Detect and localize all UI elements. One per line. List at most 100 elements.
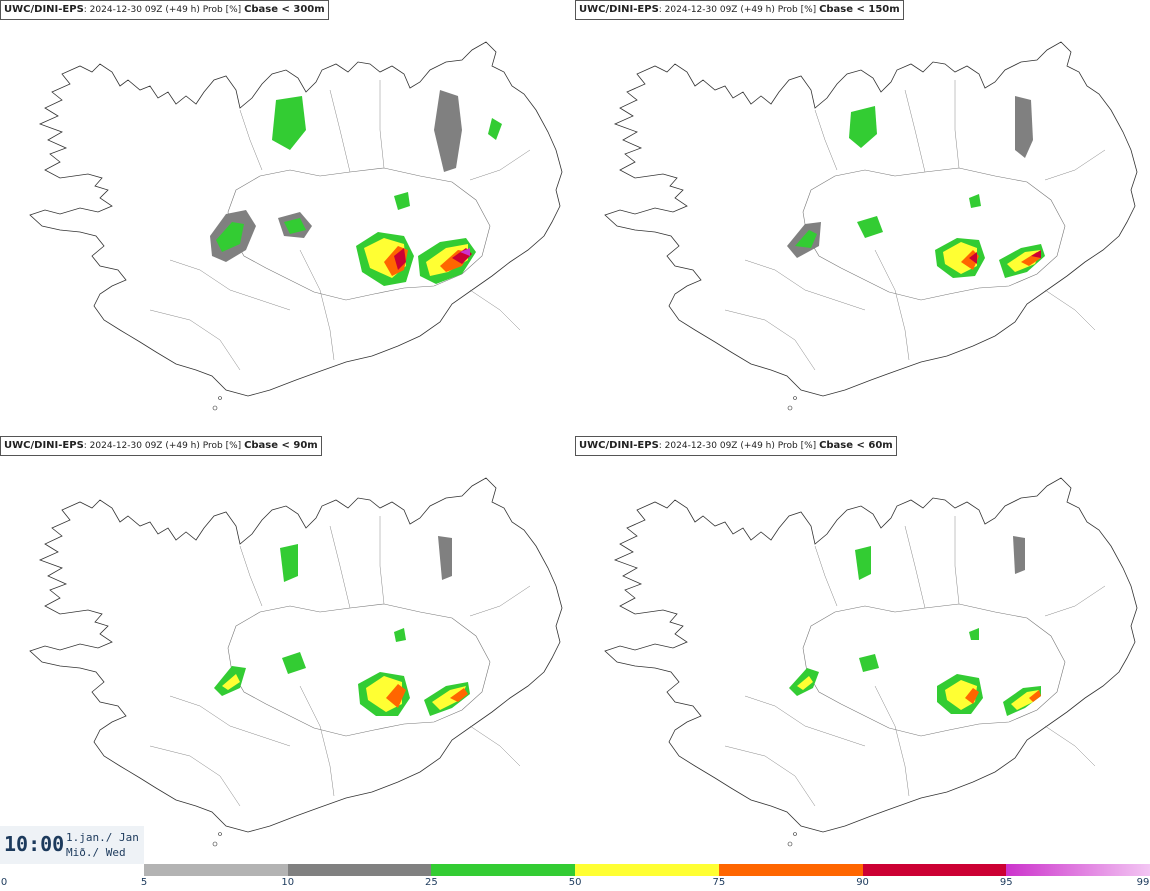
- boundary-line: [329, 89, 351, 173]
- colorbar-tick-label: 25: [425, 877, 438, 888]
- boundary-line: [299, 249, 335, 361]
- threshold-label: Cbase < 60m: [819, 440, 893, 451]
- model-name: UWC/DINI-EPS: [4, 440, 84, 451]
- probability-area: [795, 230, 817, 248]
- map-panel-300m: UWC/DINI-EPS: 2024-12-30 09Z (+49 h) Pro…: [0, 0, 575, 436]
- probability-area: [386, 684, 406, 708]
- boundary-line: [329, 525, 351, 609]
- probability-area: [1029, 690, 1041, 702]
- island: [218, 396, 222, 400]
- boundary-line: [1044, 725, 1096, 767]
- colorbar-segment: [718, 864, 863, 876]
- map-panel-60m: UWC/DINI-EPS: 2024-12-30 09Z (+49 h) Pro…: [575, 436, 1150, 872]
- boundary-line: [469, 585, 531, 617]
- boundary-line: [149, 745, 241, 807]
- boundary-line: [724, 745, 816, 807]
- boundary-line: [814, 109, 838, 171]
- colorbar-segment: [862, 864, 1007, 876]
- boundary-line: [904, 525, 926, 609]
- colorbar-tick-label: 10: [281, 877, 295, 888]
- iceland-map: [604, 477, 1138, 847]
- probability-area: [969, 628, 979, 640]
- probability-area: [857, 216, 883, 238]
- boundary-line: [469, 149, 531, 181]
- threshold-label: Cbase < 90m: [244, 440, 318, 451]
- boundary-line: [874, 249, 910, 361]
- colorbar-segment: [431, 864, 576, 876]
- island: [212, 405, 218, 411]
- probability-area: [855, 546, 871, 580]
- probability-area: [394, 628, 406, 642]
- colorbar-segment: [1006, 864, 1150, 876]
- probability-area: [432, 686, 466, 710]
- threshold-label: Cbase < 300m: [244, 4, 325, 15]
- boundary-line: [169, 259, 291, 311]
- valid-date-line2: Mið./ Wed: [66, 846, 126, 859]
- probability-area: [945, 680, 977, 710]
- colorbar-segment: [287, 864, 432, 876]
- probability-area: [1031, 250, 1041, 258]
- probability-colorbar: [144, 864, 1150, 876]
- iceland-map: [29, 41, 563, 411]
- valid-time-box: 10:00 1.jan./ Jan Mið./ Wed: [0, 826, 144, 864]
- boundary-line: [149, 309, 241, 371]
- probability-area: [965, 688, 979, 704]
- map-panel-150m: UWC/DINI-EPS: 2024-12-30 09Z (+49 h) Pro…: [575, 0, 1150, 436]
- probability-area: [1015, 96, 1033, 158]
- iceland-map: [604, 41, 1138, 411]
- probability-area: [272, 96, 306, 150]
- boundary-line: [299, 685, 335, 797]
- map-panel-90m: UWC/DINI-EPS: 2024-12-30 09Z (+49 h) Pro…: [0, 436, 575, 872]
- probability-area: [460, 248, 470, 256]
- probability-area: [394, 192, 410, 210]
- probability-area: [1011, 690, 1039, 710]
- probability-area: [1013, 536, 1025, 574]
- colorbar-tick-label: 99: [1136, 877, 1150, 888]
- boundary-line: [724, 309, 816, 371]
- colorbar-segment: [144, 864, 288, 876]
- colorbar-tick-label: 0: [0, 877, 8, 888]
- panel-title: UWC/DINI-EPS: 2024-12-30 09Z (+49 h) Pro…: [575, 0, 904, 20]
- boundary-line: [379, 80, 385, 169]
- valid-date-line1: 1.jan./ Jan: [66, 831, 139, 844]
- colorbar-tick-label: 5: [140, 877, 148, 888]
- island: [787, 405, 793, 411]
- probability-area: [216, 222, 244, 252]
- probability-area: [488, 118, 502, 140]
- model-name: UWC/DINI-EPS: [4, 4, 84, 15]
- panel-title: UWC/DINI-EPS: 2024-12-30 09Z (+49 h) Pro…: [575, 436, 897, 456]
- probability-area: [394, 248, 406, 270]
- run-info: 2024-12-30 09Z (+49 h) Prob [%]: [89, 5, 242, 15]
- highland-outline: [802, 167, 1066, 301]
- threshold-label: Cbase < 150m: [819, 4, 900, 15]
- island: [793, 832, 797, 836]
- boundary-line: [1044, 149, 1106, 181]
- panel-title: UWC/DINI-EPS: 2024-12-30 09Z (+49 h) Pro…: [0, 436, 322, 456]
- boundary-line: [379, 516, 385, 605]
- valid-date: 1.jan./ Jan Mið./ Wed: [66, 830, 139, 860]
- colorbar-tick-label: 90: [856, 877, 869, 888]
- boundary-line: [744, 695, 866, 747]
- probability-area: [969, 252, 977, 264]
- probability-area: [797, 676, 813, 690]
- probability-area: [849, 106, 877, 148]
- run-info: 2024-12-30 09Z (+49 h) Prob [%]: [89, 441, 242, 451]
- boundary-line: [469, 725, 521, 767]
- probability-area: [434, 90, 462, 172]
- run-info: 2024-12-30 09Z (+49 h) Prob [%]: [664, 441, 817, 451]
- probability-area: [450, 688, 468, 702]
- island: [218, 832, 222, 836]
- model-name: UWC/DINI-EPS: [579, 4, 659, 15]
- panel-title: UWC/DINI-EPS: 2024-12-30 09Z (+49 h) Pro…: [0, 0, 329, 20]
- probability-area: [438, 536, 452, 580]
- boundary-line: [814, 545, 838, 607]
- island: [793, 396, 797, 400]
- boundary-line: [239, 109, 263, 171]
- probability-area: [284, 218, 306, 234]
- probability-area: [282, 652, 306, 674]
- colorbar-tick-label: 95: [999, 877, 1013, 888]
- boundary-line: [1044, 289, 1096, 331]
- probability-area: [969, 194, 981, 208]
- probability-area: [859, 654, 879, 672]
- highland-outline: [802, 603, 1066, 737]
